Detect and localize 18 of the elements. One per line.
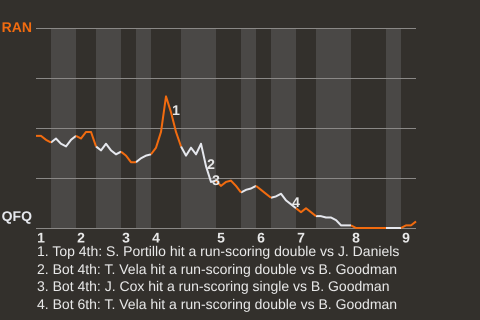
- x-tick-label: 9: [402, 229, 410, 246]
- annotation: 1: [172, 102, 180, 118]
- x-tick-label: 1: [37, 229, 46, 246]
- x-tick-label: 4: [152, 229, 160, 246]
- x-tick-label: 3: [122, 229, 130, 246]
- x-tick-label: 8: [352, 229, 360, 246]
- text: 3. Bot 4th: J. Cox hit a run-scoring single vs B. Goodman: [37, 278, 391, 296]
- text: QFQ: [2, 208, 32, 224]
- x-tick-label: 6: [257, 229, 266, 246]
- annotation: 4: [292, 194, 300, 210]
- x-tick-label: 5: [217, 229, 226, 246]
- text: 4. Bot 6th: T. Vela hit a run-scoring double vs B. Goodman: [37, 296, 398, 313]
- annotation: 2: [207, 156, 216, 172]
- x-tick-label: 7: [297, 229, 306, 246]
- text: RAN: [2, 18, 32, 35]
- text: 1. Top 4th: S. Portillo hit a run-scoring double vs J. Daniels: [37, 243, 400, 260]
- x-tick-label: 2: [77, 229, 86, 246]
- text: 2. Bot 4th: T. Vela hit a run-scoring double vs B. Goodman: [37, 260, 398, 278]
